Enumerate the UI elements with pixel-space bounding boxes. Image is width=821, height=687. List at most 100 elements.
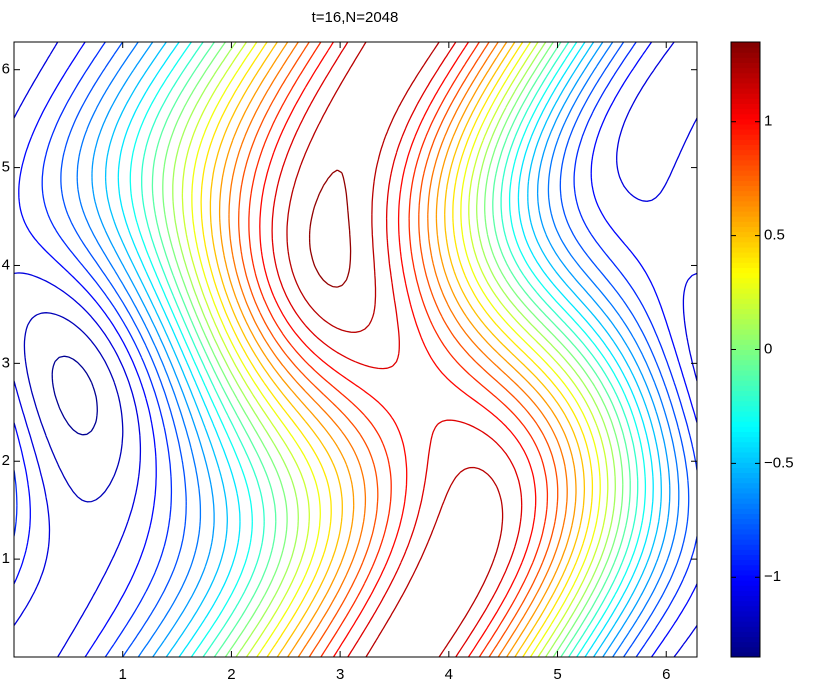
colorbar-swatch <box>731 513 760 520</box>
contour-line <box>14 42 697 657</box>
colorbar-swatch <box>731 134 760 140</box>
colorbar-swatch <box>731 72 760 79</box>
contour-line <box>51 355 98 436</box>
contour-line <box>141 42 639 657</box>
colorbar-swatch <box>731 375 760 381</box>
colorbar: −1 −0.5 0 0.5 1 <box>730 41 794 658</box>
colorbar-swatch <box>731 98 760 104</box>
colorbar-swatch <box>731 631 760 637</box>
colorbar-swatch <box>731 303 760 309</box>
colorbar-swatch <box>731 472 760 479</box>
contour-line <box>76 42 680 657</box>
contour-line <box>259 42 537 657</box>
colorbar-swatch <box>731 559 760 566</box>
contour-line <box>200 42 594 657</box>
colorbar-swatch <box>731 431 760 438</box>
colorbar-swatch <box>731 118 760 125</box>
colorbar-swatch <box>731 288 760 294</box>
colorbar-swatch <box>731 262 760 268</box>
contour-line <box>209 42 586 657</box>
chart-title: t=16,N=2048 <box>312 9 399 26</box>
contour-line <box>238 42 559 657</box>
colorbar-swatch <box>731 180 760 186</box>
colorbar-swatch <box>731 257 760 263</box>
colorbar-swatch <box>731 528 760 535</box>
colorbar-swatch <box>731 334 760 340</box>
colorbar-swatch <box>731 165 760 171</box>
colorbar-swatch <box>731 77 760 84</box>
contour-line <box>104 42 662 657</box>
colorbar-swatch <box>731 621 760 627</box>
colorbar-swatch <box>731 42 760 48</box>
colorbar-swatch <box>731 380 760 386</box>
y-tick-label: 5 <box>2 159 10 176</box>
colorbar-swatch <box>731 344 760 350</box>
contour-area <box>14 42 697 657</box>
colorbar-swatch <box>731 323 760 330</box>
y-tick-label: 4 <box>2 256 10 273</box>
colorbar-swatch <box>731 108 760 115</box>
colorbar-swatch <box>731 349 760 356</box>
colorbar-swatch <box>731 405 760 412</box>
colorbar-swatch <box>731 252 760 258</box>
colorbar-swatch <box>731 144 760 151</box>
x-tick-label: 2 <box>227 666 235 683</box>
colorbar-swatch <box>731 52 760 58</box>
colorbar-swatch <box>731 272 760 279</box>
colorbar-swatch <box>731 88 760 94</box>
colorbar-swatch <box>731 267 760 274</box>
colorbar-swatch <box>731 503 760 509</box>
colorbar-swatch <box>731 103 760 110</box>
colorbar-swatch <box>731 113 760 120</box>
colorbar-swatch <box>731 441 760 448</box>
colorbar-swatch <box>731 293 760 299</box>
contour-line <box>286 42 504 657</box>
colorbar-swatch <box>731 318 760 325</box>
colorbar-swatch <box>731 226 760 233</box>
colorbar-swatch <box>731 200 760 207</box>
colorbar-swatch <box>731 277 760 284</box>
colorbar-swatch <box>731 149 760 156</box>
y-tick-label: 1 <box>2 550 10 567</box>
contour-line <box>181 42 609 657</box>
colorbar-swatch <box>731 206 760 212</box>
colorbar-swatch <box>731 616 760 622</box>
colorbar-swatch <box>731 646 760 653</box>
colorbar-swatch <box>731 487 760 494</box>
colorbar-swatch <box>731 590 760 596</box>
colorbar-swatch <box>731 83 760 89</box>
colorbar-swatch <box>731 67 760 74</box>
colorbar-swatch <box>731 626 760 632</box>
colorbar-swatch <box>731 457 760 463</box>
colorbar-swatch <box>731 569 760 576</box>
colorbar-swatch <box>731 211 760 217</box>
colorbar-swatch <box>731 467 760 473</box>
colorbar-swatch <box>731 231 760 238</box>
colorbar-swatch <box>731 159 760 166</box>
colorbar-swatch <box>731 175 760 181</box>
contour-line <box>14 42 697 657</box>
colorbar-swatch <box>731 534 760 540</box>
colorbar-tick-label: −0.5 <box>764 454 794 471</box>
colorbar-swatch <box>731 585 760 591</box>
contour-line <box>191 42 601 657</box>
colorbar-swatch <box>731 636 760 643</box>
contour-line <box>308 169 352 288</box>
colorbar-swatch <box>731 236 760 243</box>
colorbar-swatch <box>731 400 760 407</box>
plot-frame <box>13 41 698 658</box>
colorbar-swatch <box>731 452 760 458</box>
colorbar-swatch <box>731 518 760 525</box>
contour-line <box>172 42 616 657</box>
colorbar-swatch <box>731 523 760 530</box>
y-tick-label: 2 <box>2 452 10 469</box>
colorbar-swatch <box>731 170 760 176</box>
colorbar-swatch <box>731 651 760 658</box>
colorbar-swatch <box>731 385 760 391</box>
colorbar-swatch <box>731 339 760 345</box>
colorbar-swatch <box>731 580 760 586</box>
contour-line <box>162 42 624 657</box>
y-tick-label: 6 <box>2 61 10 78</box>
colorbar-swatch <box>731 493 760 499</box>
